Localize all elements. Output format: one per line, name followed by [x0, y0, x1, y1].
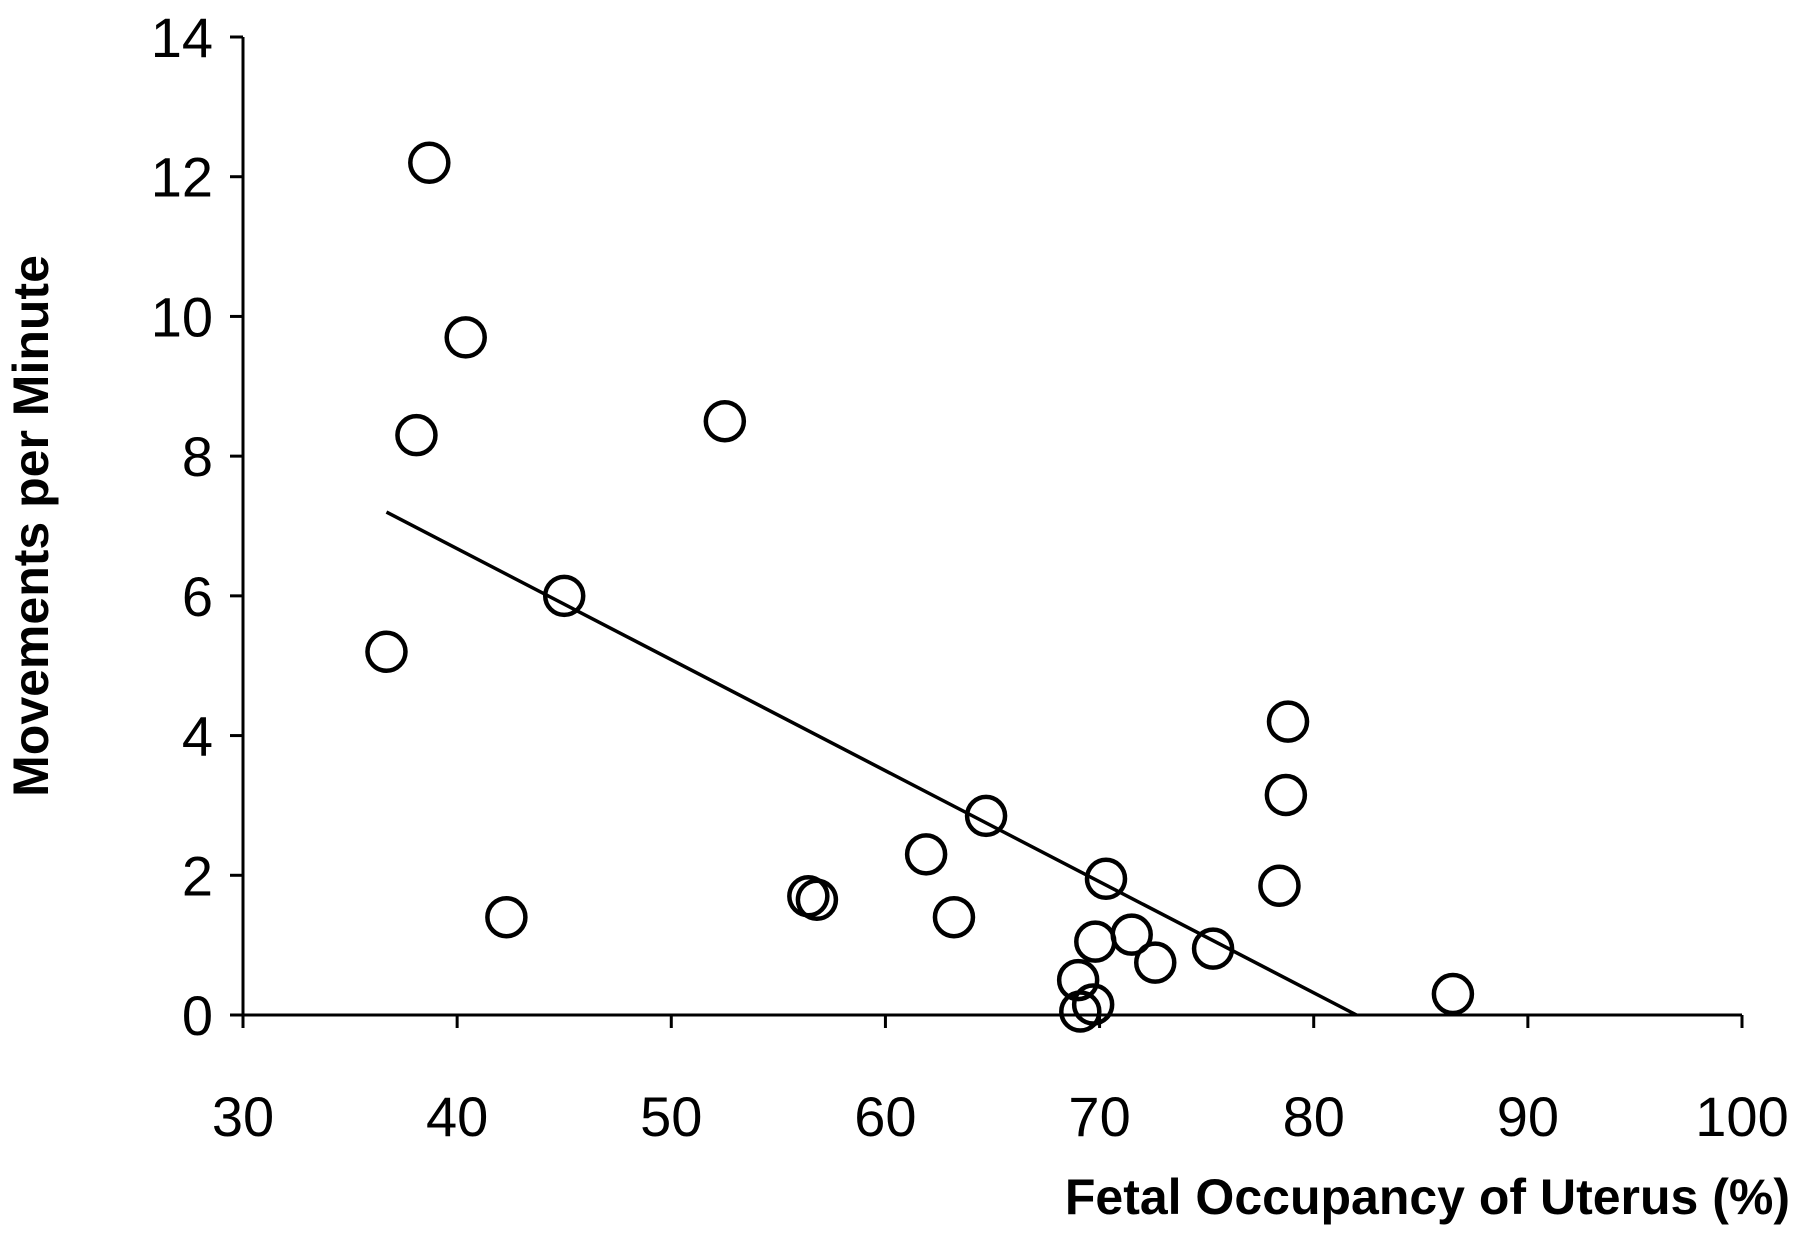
- trendline: [385, 510, 1358, 1017]
- data-point: [932, 895, 976, 939]
- y-tick-label: 10: [151, 285, 213, 348]
- axes: [241, 37, 1742, 1017]
- data-point: [1266, 700, 1310, 743]
- data-point: [1258, 864, 1301, 908]
- y-tick-label: 6: [182, 565, 213, 628]
- data-point: [703, 399, 747, 443]
- x-tick-label: 60: [854, 1085, 916, 1148]
- data-point: [444, 316, 487, 359]
- y-tick-label: 12: [151, 146, 213, 209]
- data-point: [485, 895, 528, 939]
- data-point: [1431, 972, 1475, 1016]
- x-tick-label: 70: [1068, 1085, 1130, 1148]
- y-tick-label: 14: [151, 6, 213, 69]
- data-point: [395, 413, 438, 457]
- trendline-group: [385, 510, 1358, 1017]
- y-tick-label: 8: [182, 425, 213, 488]
- y-axis-title: Movements per Minute: [3, 255, 59, 797]
- y-tick-label: 0: [182, 984, 213, 1047]
- x-tick-label: 80: [1283, 1085, 1345, 1148]
- data-point: [1071, 983, 1115, 1026]
- data-point: [1110, 913, 1153, 956]
- x-tick-label: 30: [212, 1085, 274, 1148]
- data-point: [1191, 927, 1235, 970]
- x-tick-label: 90: [1497, 1085, 1559, 1148]
- data-point: [1133, 941, 1177, 984]
- x-tick-label: 100: [1695, 1085, 1788, 1148]
- x-ticks: 30 40 50 60 70 80 90 100: [212, 1015, 1789, 1148]
- data-point: [1084, 857, 1128, 901]
- data-point: [904, 833, 948, 876]
- data-point: [542, 574, 586, 618]
- data-point: [964, 794, 1008, 838]
- data-points: [365, 141, 1475, 1033]
- data-point: [1056, 958, 1100, 1002]
- data-point: [365, 630, 408, 673]
- y-tick-label: 2: [182, 844, 213, 907]
- data-point: [408, 141, 451, 184]
- y-ticks: 0 2 4 6 8 10 12 14: [151, 6, 243, 1047]
- x-axis-title: Fetal Occupancy of Uterus (%): [1065, 1169, 1790, 1225]
- x-tick-label: 50: [640, 1085, 702, 1148]
- data-point: [1074, 920, 1117, 963]
- y-tick-label: 4: [182, 705, 213, 768]
- x-tick-label: 40: [426, 1085, 488, 1148]
- data-point: [795, 878, 839, 921]
- data-point: [1264, 773, 1308, 817]
